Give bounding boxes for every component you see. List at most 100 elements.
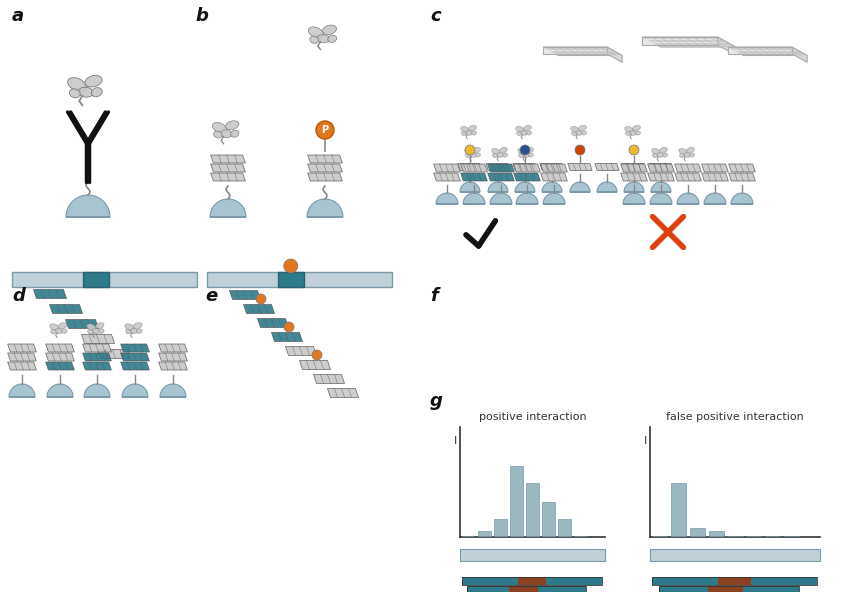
Polygon shape — [461, 173, 487, 181]
Ellipse shape — [516, 126, 524, 133]
Polygon shape — [211, 164, 246, 172]
Ellipse shape — [133, 323, 142, 329]
Bar — [547, 577, 603, 585]
Polygon shape — [65, 320, 99, 329]
Circle shape — [284, 259, 298, 273]
Bar — [659, 586, 708, 592]
Ellipse shape — [317, 35, 330, 43]
Polygon shape — [513, 164, 541, 172]
Ellipse shape — [630, 131, 637, 135]
Ellipse shape — [99, 329, 104, 333]
Bar — [542, 502, 555, 536]
Ellipse shape — [212, 123, 227, 133]
Polygon shape — [623, 193, 645, 204]
Ellipse shape — [652, 149, 660, 155]
Ellipse shape — [95, 323, 104, 329]
Polygon shape — [460, 182, 480, 192]
Ellipse shape — [225, 121, 239, 130]
Polygon shape — [792, 47, 808, 62]
Polygon shape — [121, 362, 150, 370]
Polygon shape — [570, 182, 590, 192]
Polygon shape — [542, 182, 562, 192]
Text: positive interaction: positive interaction — [479, 412, 586, 422]
Ellipse shape — [520, 131, 528, 135]
Ellipse shape — [461, 126, 469, 133]
Ellipse shape — [570, 126, 579, 133]
Polygon shape — [513, 163, 537, 170]
Ellipse shape — [92, 88, 102, 96]
Bar — [650, 549, 820, 561]
Ellipse shape — [230, 130, 239, 137]
Ellipse shape — [87, 324, 96, 331]
Polygon shape — [624, 182, 644, 192]
Ellipse shape — [679, 149, 688, 155]
Ellipse shape — [475, 153, 480, 157]
Polygon shape — [463, 193, 485, 204]
Ellipse shape — [500, 147, 507, 153]
Polygon shape — [717, 37, 735, 55]
Ellipse shape — [660, 147, 667, 153]
Bar — [743, 586, 799, 592]
Ellipse shape — [575, 131, 582, 135]
Polygon shape — [122, 384, 148, 397]
Polygon shape — [486, 163, 510, 170]
Ellipse shape — [469, 153, 477, 157]
Text: P: P — [321, 125, 329, 135]
Bar — [460, 549, 605, 561]
Ellipse shape — [632, 126, 640, 131]
Ellipse shape — [518, 153, 524, 157]
Polygon shape — [82, 334, 115, 343]
Bar — [751, 577, 818, 585]
Polygon shape — [98, 349, 131, 359]
Bar — [558, 519, 571, 536]
Polygon shape — [243, 304, 275, 314]
Bar — [467, 586, 586, 592]
Bar — [508, 586, 538, 592]
Ellipse shape — [466, 131, 473, 135]
Ellipse shape — [524, 126, 531, 131]
Polygon shape — [540, 163, 564, 170]
Ellipse shape — [309, 27, 324, 38]
Ellipse shape — [220, 130, 232, 137]
Circle shape — [316, 121, 334, 139]
Bar — [671, 482, 686, 536]
Ellipse shape — [62, 329, 67, 333]
Ellipse shape — [462, 131, 467, 136]
Polygon shape — [258, 318, 288, 327]
Polygon shape — [607, 47, 622, 62]
Ellipse shape — [322, 25, 337, 34]
Polygon shape — [648, 173, 674, 181]
Ellipse shape — [328, 35, 337, 43]
Bar — [526, 482, 539, 536]
Polygon shape — [568, 163, 592, 170]
Polygon shape — [488, 164, 514, 172]
Polygon shape — [308, 173, 343, 181]
Bar — [653, 577, 818, 585]
Polygon shape — [84, 384, 110, 397]
Polygon shape — [8, 362, 37, 370]
Polygon shape — [211, 155, 246, 163]
Polygon shape — [461, 164, 487, 172]
Polygon shape — [597, 182, 617, 192]
Ellipse shape — [517, 131, 521, 136]
Text: false positive interaction: false positive interaction — [666, 412, 804, 422]
Polygon shape — [121, 344, 150, 352]
Polygon shape — [46, 353, 74, 361]
Polygon shape — [308, 155, 343, 163]
Ellipse shape — [51, 329, 56, 334]
Polygon shape — [728, 47, 792, 54]
Ellipse shape — [55, 329, 63, 333]
Polygon shape — [701, 164, 728, 172]
Ellipse shape — [523, 153, 530, 157]
Polygon shape — [490, 193, 512, 204]
Ellipse shape — [88, 329, 94, 334]
Bar — [653, 577, 718, 585]
Text: e: e — [205, 287, 218, 305]
Polygon shape — [82, 353, 111, 361]
Ellipse shape — [125, 324, 134, 331]
Polygon shape — [46, 362, 74, 370]
Polygon shape — [488, 173, 514, 181]
Ellipse shape — [656, 153, 664, 157]
Bar — [718, 577, 751, 585]
Polygon shape — [643, 37, 717, 45]
